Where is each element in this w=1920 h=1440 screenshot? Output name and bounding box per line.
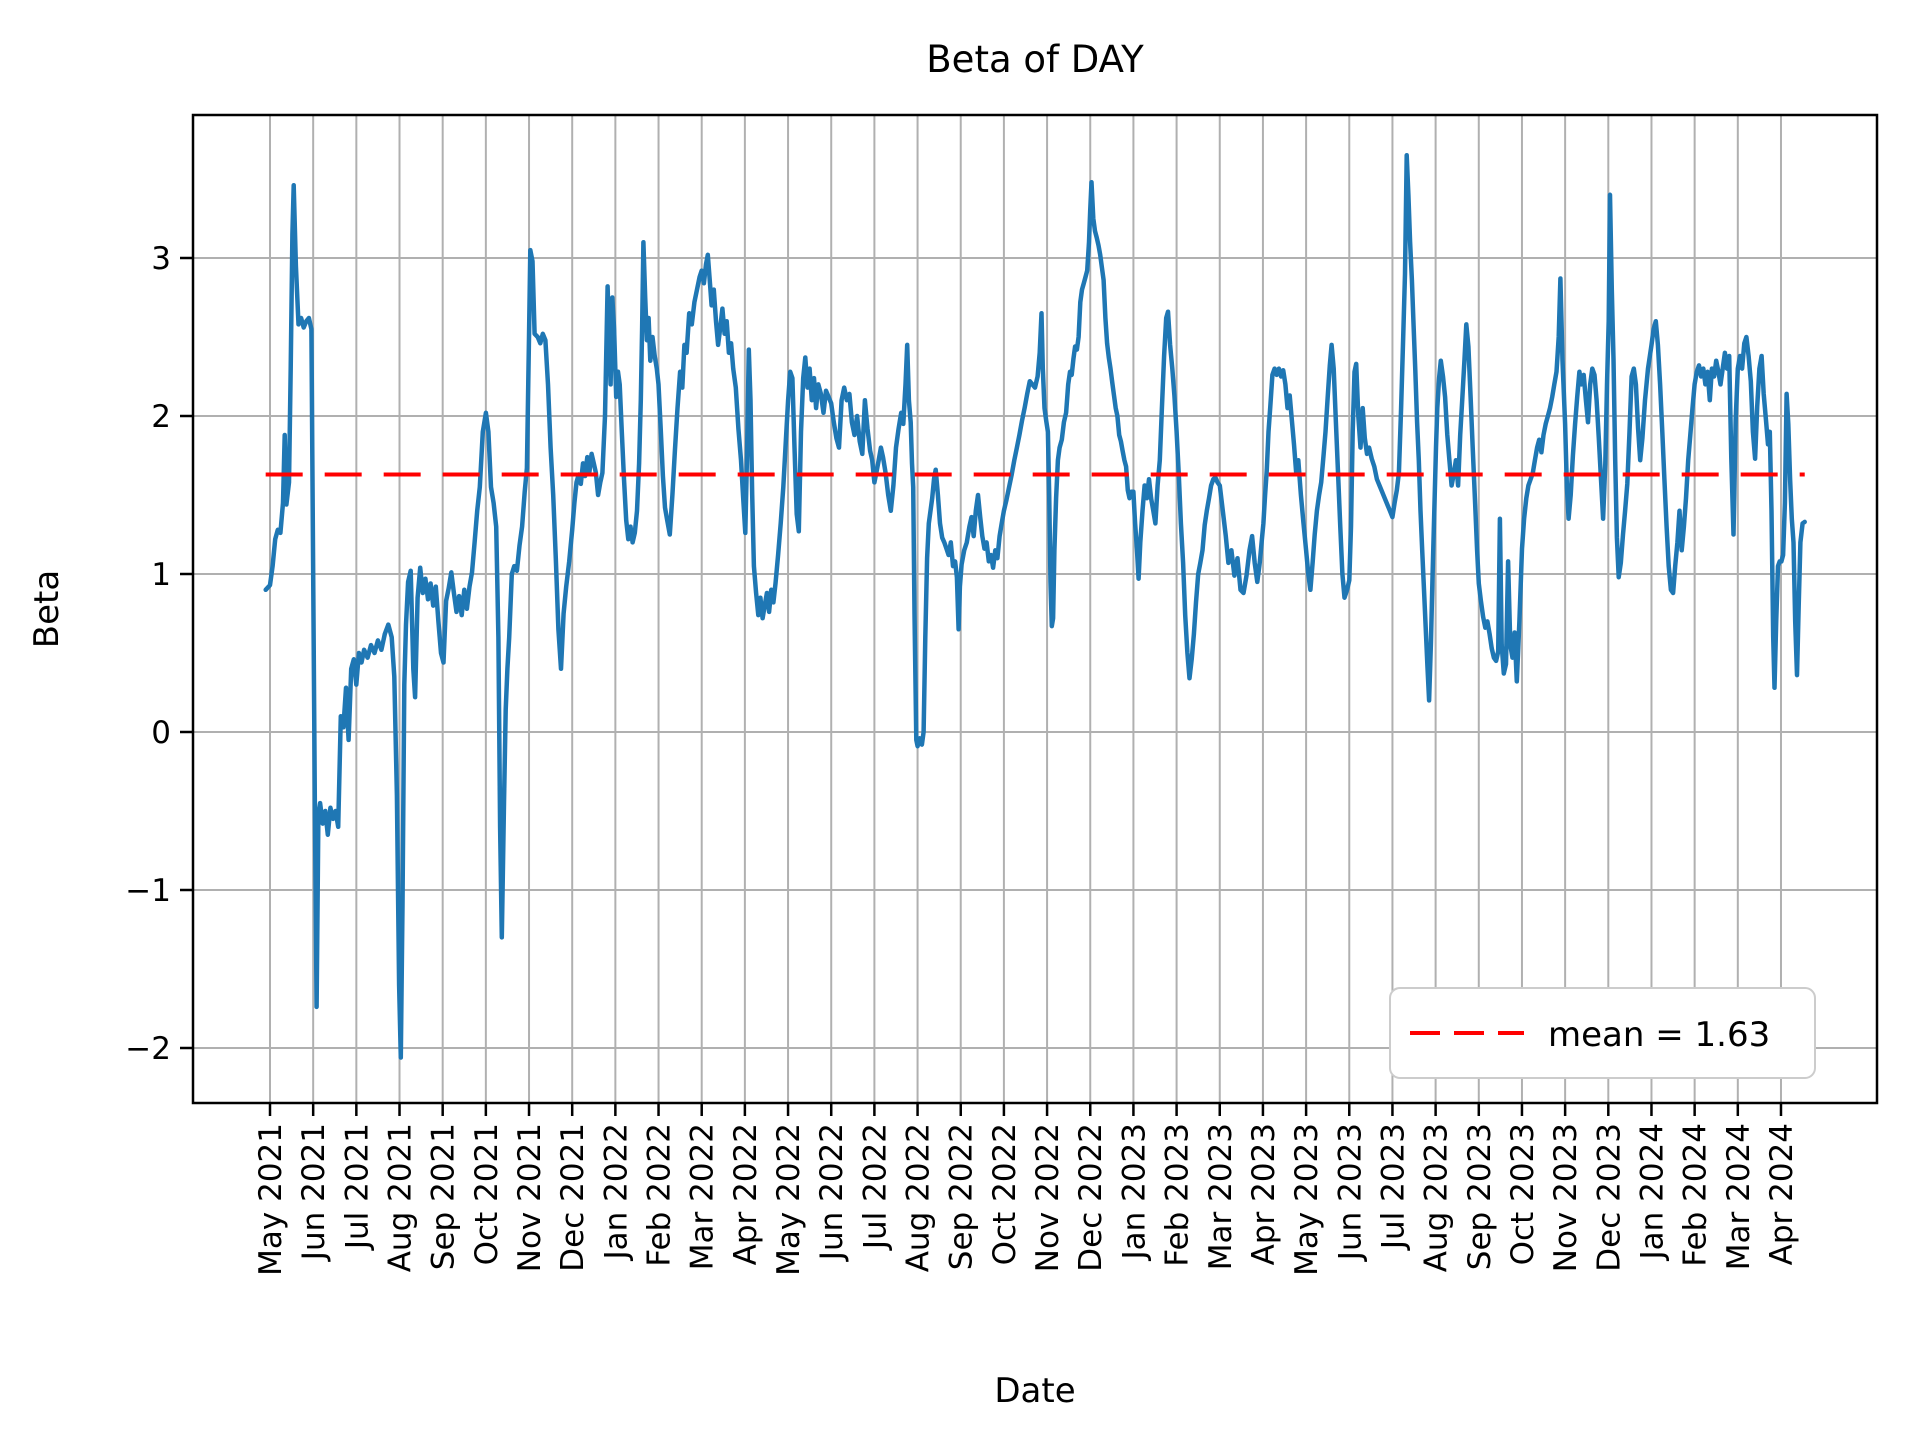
x-tick-label: Nov 2023 — [1548, 1123, 1584, 1272]
x-tick-label: Dec 2022 — [1073, 1123, 1109, 1272]
x-tick-label: May 2023 — [1289, 1123, 1325, 1276]
x-tick-label: Aug 2021 — [383, 1123, 419, 1272]
x-tick-label: Nov 2021 — [512, 1123, 548, 1272]
y-tick-label: 2 — [151, 399, 171, 435]
x-tick-label: Mar 2023 — [1203, 1123, 1239, 1270]
x-tick-label: Oct 2022 — [987, 1123, 1023, 1265]
x-tick-label: Dec 2023 — [1591, 1123, 1627, 1272]
x-tick-label: Jul 2022 — [857, 1123, 893, 1251]
x-axis-label: Date — [994, 1371, 1075, 1411]
x-tick-label: Jan 2023 — [1116, 1123, 1152, 1262]
x-tick-label: Jun 2021 — [296, 1123, 332, 1262]
x-tick-label: May 2022 — [771, 1123, 807, 1276]
x-tick-label: Jul 2021 — [339, 1123, 375, 1251]
x-tick-label: Jan 2022 — [598, 1123, 634, 1262]
chart-title: Beta of DAY — [926, 38, 1144, 81]
legend-box: mean = 1.63 — [1389, 987, 1816, 1079]
y-tick-label: 1 — [151, 557, 171, 593]
x-tick-label: Jun 2023 — [1332, 1123, 1368, 1262]
x-tick-label: Feb 2022 — [642, 1123, 678, 1267]
x-tick-label: Oct 2021 — [469, 1123, 505, 1265]
x-tick-label: Jun 2022 — [814, 1123, 850, 1262]
x-tick-label: Feb 2024 — [1678, 1123, 1714, 1267]
y-axis-label: Beta — [27, 570, 67, 648]
x-tick-label: Aug 2022 — [901, 1123, 937, 1272]
x-tick-label: May 2021 — [253, 1123, 289, 1276]
x-tick-label: Dec 2021 — [555, 1123, 591, 1272]
x-tick-label: Feb 2023 — [1160, 1123, 1196, 1267]
data-series-layer — [263, 153, 1807, 1060]
y-tick-label: 3 — [151, 241, 171, 277]
axis-ticks — [180, 256, 1783, 1116]
plot-border-spines — [191, 113, 1879, 1105]
y-tick-label: −1 — [125, 873, 171, 909]
x-tick-label: Jan 2024 — [1634, 1123, 1670, 1262]
x-tick-label: Sep 2021 — [426, 1123, 462, 1270]
y-tick-label: 0 — [151, 715, 171, 751]
axis-tick-labels: May 2021 Jun 2021 Jul 2021 Aug 2021 Sep 2021… — [125, 241, 1800, 1276]
legend-frame — [1389, 987, 1816, 1079]
x-tick-label: Mar 2022 — [685, 1123, 721, 1270]
x-tick-label: Sep 2022 — [944, 1123, 980, 1270]
x-tick-label: Apr 2023 — [1246, 1123, 1282, 1265]
legend-label: mean = 1.63 — [1548, 1015, 1770, 1055]
x-tick-label: Apr 2024 — [1764, 1123, 1800, 1265]
x-tick-label: Nov 2022 — [1030, 1123, 1066, 1272]
x-tick-label: Apr 2022 — [728, 1123, 764, 1265]
x-tick-label: Oct 2023 — [1505, 1123, 1541, 1265]
x-tick-label: Mar 2024 — [1721, 1123, 1757, 1270]
x-tick-label: Sep 2023 — [1462, 1123, 1498, 1270]
y-tick-label: −2 — [125, 1031, 171, 1067]
x-tick-label: Aug 2023 — [1419, 1123, 1455, 1272]
beta-series-line — [263, 153, 1807, 1060]
x-tick-label: Jul 2023 — [1375, 1123, 1411, 1251]
